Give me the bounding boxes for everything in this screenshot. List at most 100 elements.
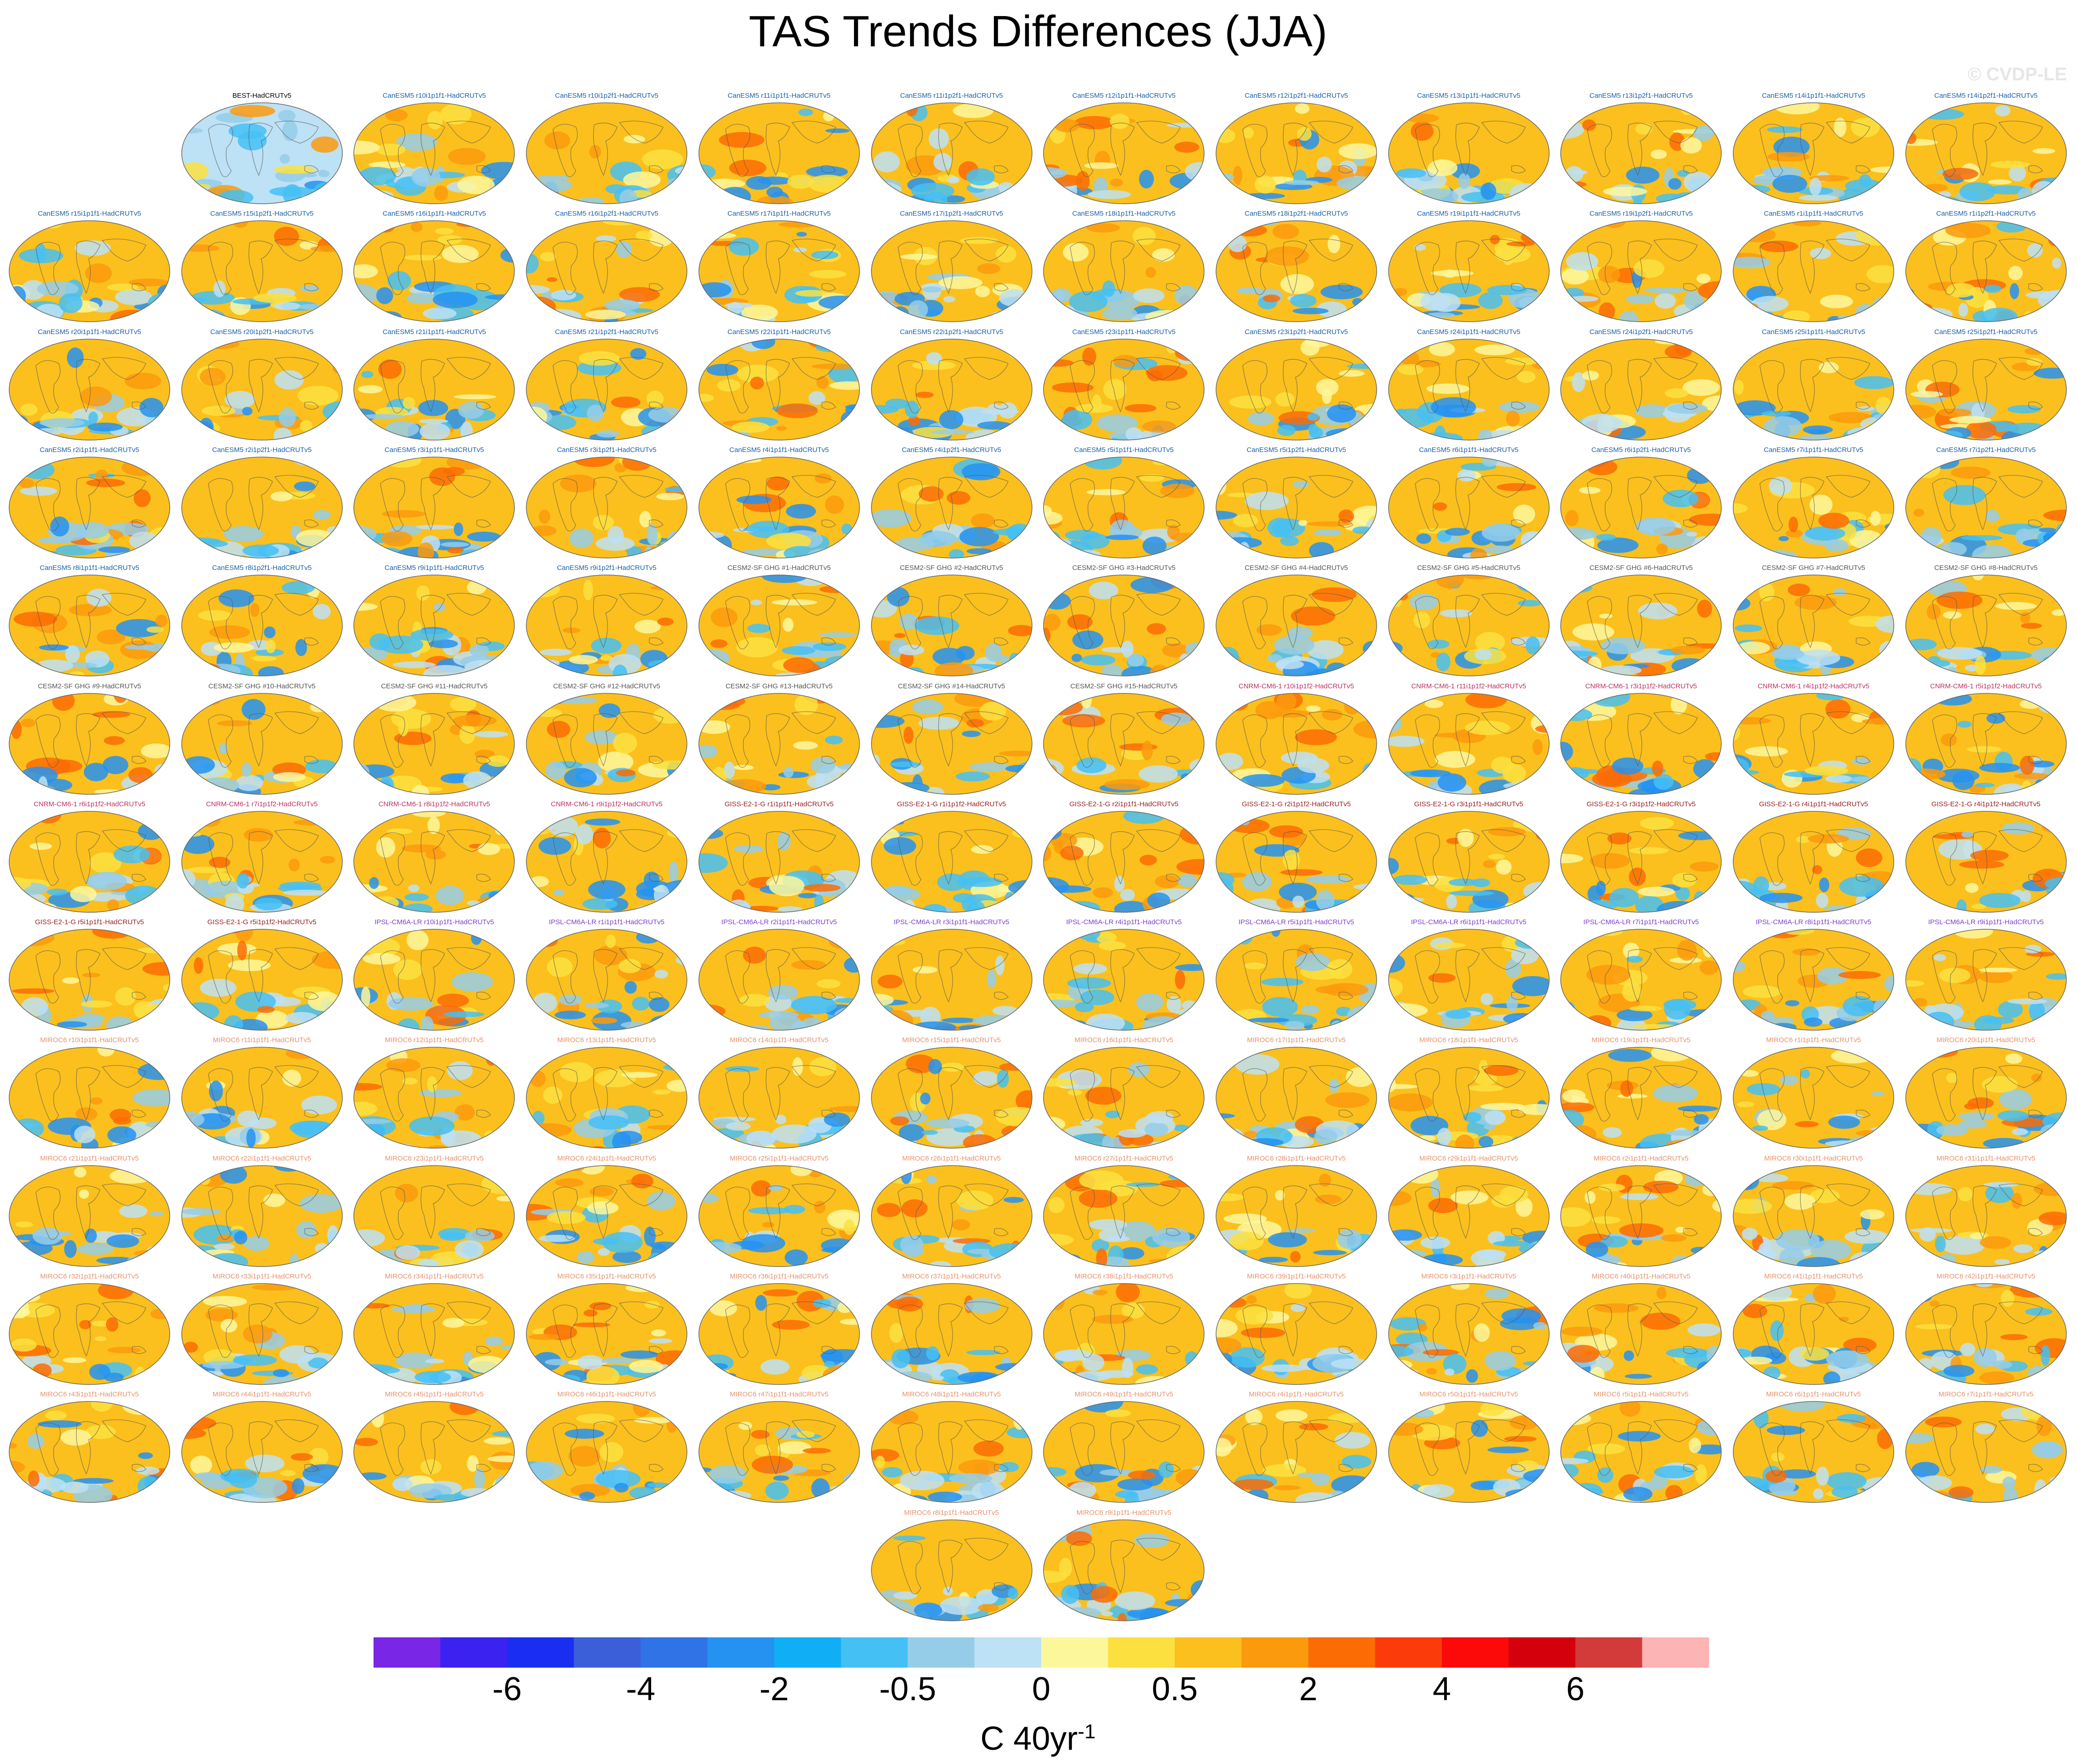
- globe-map: [353, 1401, 515, 1503]
- globe-map: [871, 338, 1032, 441]
- map-panel: MIROC6 r41i1p1f1-HadCRUTv5: [1730, 1273, 1897, 1387]
- map-panel: CESM2-SF GHG #2-HadCRUTv5: [869, 564, 1035, 679]
- globe-map: [1905, 929, 2067, 1031]
- panel-label: IPSL-CM6A-LR r2i1p1f1-HadCRUTv5: [721, 918, 837, 927]
- panel-label: IPSL-CM6A-LR r1i1p1f1-HadCRUTv5: [549, 918, 664, 927]
- globe-map: [1733, 929, 1894, 1031]
- globe-map: [1905, 692, 2067, 795]
- map-panel: CanESM5 r14i1p1f1-HadCRUTv5: [1730, 92, 1897, 207]
- panel-label: MIROC6 r19i1p1f1-HadCRUTv5: [1591, 1036, 1691, 1044]
- map-panel: CanESM5 r9i1p1f1-HadCRUTv5: [351, 564, 517, 679]
- panel-label: CanESM5 r2i1p1f1-HadCRUTv5: [39, 446, 140, 454]
- panel-label: CanESM5 r24i1p1f1-HadCRUTv5: [1417, 328, 1521, 336]
- panel-label: MIROC6 r49i1p1f1-HadCRUTv5: [1074, 1390, 1173, 1399]
- map-panel: MIROC6 r8i1p1f1-HadCRUTv5: [869, 1509, 1035, 1624]
- panel-label: CESM2-SF GHG #5-HadCRUTv5: [1417, 564, 1521, 572]
- map-panel: CESM2-SF GHG #14-HadCRUTv5: [869, 682, 1035, 797]
- colorbar-units: C 40yr-1: [0, 1720, 2076, 1758]
- panel-label: MIROC6 r32i1p1f1-HadCRUTv5: [40, 1273, 139, 1280]
- panel-label: CanESM5 r4i1p2f1-HadCRUTv5: [902, 446, 1001, 454]
- panel-label: CanESM5 r9i1p2f1-HadCRUTv5: [557, 564, 657, 572]
- globe-map: [1905, 457, 2067, 558]
- panel-label: MIROC6 r37i1p1f1-HadCRUTv5: [902, 1273, 1001, 1280]
- panel-label: CNRM-CM6-1 r9i1p1f2-HadCRUTv5: [551, 800, 663, 808]
- map-panel: CanESM5 r18i1p2f1-HadCRUTv5: [1213, 210, 1379, 324]
- panel-label: CanESM5 r15i1p1f1-HadCRUTv5: [38, 210, 141, 218]
- map-panel: MIROC6 r13i1p1f1-HadCRUTv5: [524, 1036, 690, 1151]
- map-panel: MIROC6 r49i1p1f1-HadCRUTv5: [1041, 1390, 1207, 1505]
- panel-label: CanESM5 r15i1p2f1-HadCRUTv5: [210, 210, 314, 218]
- globe-map: [1560, 692, 1722, 795]
- globe-map: [1216, 692, 1377, 795]
- globe-map: [1560, 929, 1722, 1031]
- map-panel: MIROC6 r29i1p1f1-HadCRUTv5: [1386, 1155, 1552, 1269]
- panel-label: MIROC6 r47i1p1f1-HadCRUTv5: [730, 1390, 829, 1399]
- map-panel: MIROC6 r32i1p1f1-HadCRUTv5: [6, 1273, 173, 1387]
- globe-map: [1560, 1165, 1722, 1267]
- panel-label: MIROC6 r9i1p1f1-HadCRUTv5: [1076, 1508, 1172, 1517]
- globe-map: [1216, 1283, 1377, 1385]
- panel-label: GISS-E2-1-G r2i1p1f1-HadCRUTv5: [1069, 800, 1178, 808]
- map-panel: MIROC6 r30i1p1f1-HadCRUTv5: [1730, 1155, 1897, 1269]
- globe-map: [1733, 220, 1894, 323]
- globe-map: [9, 929, 170, 1031]
- map-panel: CanESM5 r4i1p1f1-HadCRUTv5: [696, 446, 862, 561]
- globe-map: [1560, 102, 1722, 204]
- globe-map: [9, 220, 170, 323]
- globe-map: [698, 338, 860, 441]
- panel-label: CanESM5 r18i1p1f1-HadCRUTv5: [1072, 210, 1176, 218]
- panel-label: GISS-E2-1-G r5i1p1f2-HadCRUTv5: [207, 918, 317, 927]
- globe-map: [871, 1165, 1032, 1267]
- panel-label: CESM2-SF GHG #11-HadCRUTv5: [381, 682, 488, 690]
- map-panel: MIROC6 r45i1p1f1-HadCRUTv5: [351, 1390, 517, 1505]
- panel-label: CanESM5 r6i1p1f1-HadCRUTv5: [1419, 446, 1518, 454]
- globe-map: [1560, 338, 1722, 441]
- globe-map: [181, 457, 343, 558]
- map-panel: GISS-E2-1-G r1i1p1f1-HadCRUTv5: [696, 800, 862, 915]
- panel-label: MIROC6 r31i1p1f1-HadCRUTv5: [1936, 1154, 2036, 1162]
- globe-map: [1733, 1165, 1894, 1267]
- panel-label: MIROC6 r50i1p1f1-HadCRUTv5: [1419, 1390, 1518, 1399]
- globe-map: [526, 1047, 687, 1149]
- globe-map: [1043, 1401, 1205, 1503]
- map-panel: CanESM5 r11i1p1f1-HadCRUTv5: [696, 92, 862, 207]
- globe-map: [1560, 1401, 1722, 1503]
- panel-label: CanESM5 r11i1p2f1-HadCRUTv5: [900, 92, 1003, 100]
- globe-map: [1216, 338, 1377, 441]
- panel-label: MIROC6 r5i1p1f1-HadCRUTv5: [1593, 1390, 1689, 1399]
- map-panel: MIROC6 r12i1p1f1-HadCRUTv5: [351, 1036, 517, 1151]
- globe-map: [526, 220, 687, 323]
- panel-label: MIROC6 r18i1p1f1-HadCRUTv5: [1419, 1036, 1518, 1044]
- map-panel: CanESM5 r3i1p2f1-HadCRUTv5: [524, 446, 690, 561]
- panel-label: MIROC6 r27i1p1f1-HadCRUTv5: [1074, 1154, 1173, 1162]
- map-panel: CNRM-CM6-1 r7i1p1f2-HadCRUTv5: [179, 800, 345, 915]
- panel-label: CNRM-CM6-1 r10i1p1f2-HadCRUTv5: [1239, 682, 1354, 690]
- globe-map: [1560, 1047, 1722, 1149]
- globe-map: [353, 338, 515, 441]
- panel-label: MIROC6 r45i1p1f1-HadCRUTv5: [385, 1390, 484, 1399]
- globe-map: [698, 575, 860, 676]
- globe-map: [181, 102, 343, 204]
- map-panel: MIROC6 r47i1p1f1-HadCRUTv5: [696, 1390, 862, 1505]
- globe-map: [9, 1283, 170, 1385]
- map-panel: MIROC6 r44i1p1f1-HadCRUTv5: [179, 1390, 345, 1505]
- map-panel: MIROC6 r9i1p1f1-HadCRUTv5: [1041, 1509, 1207, 1624]
- globe-map: [1043, 1519, 1205, 1621]
- globe-map: [1043, 1165, 1205, 1267]
- map-panel: MIROC6 r15i1p1f1-HadCRUTv5: [869, 1036, 1035, 1151]
- map-panel: MIROC6 r43i1p1f1-HadCRUTv5: [6, 1390, 173, 1505]
- globe-map: [9, 575, 170, 676]
- globe-map: [1733, 575, 1894, 676]
- panel-label: CESM2-SF GHG #3-HadCRUTv5: [1072, 564, 1176, 572]
- panel-label: MIROC6 r3i1p1f1-HadCRUTv5: [1421, 1273, 1516, 1280]
- globe-map: [353, 220, 515, 323]
- map-panel: CanESM5 r23i1p2f1-HadCRUTv5: [1213, 328, 1379, 443]
- map-panel: MIROC6 r36i1p1f1-HadCRUTv5: [696, 1273, 862, 1387]
- globe-map: [1043, 575, 1205, 676]
- panel-label: CanESM5 r20i1p2f1-HadCRUTv5: [210, 328, 314, 336]
- panel-label: CNRM-CM6-1 r4i1p1f2-HadCRUTv5: [1758, 682, 1870, 690]
- globe-map: [1216, 457, 1377, 558]
- globe-map: [871, 1519, 1032, 1621]
- globe-map: [871, 1283, 1032, 1385]
